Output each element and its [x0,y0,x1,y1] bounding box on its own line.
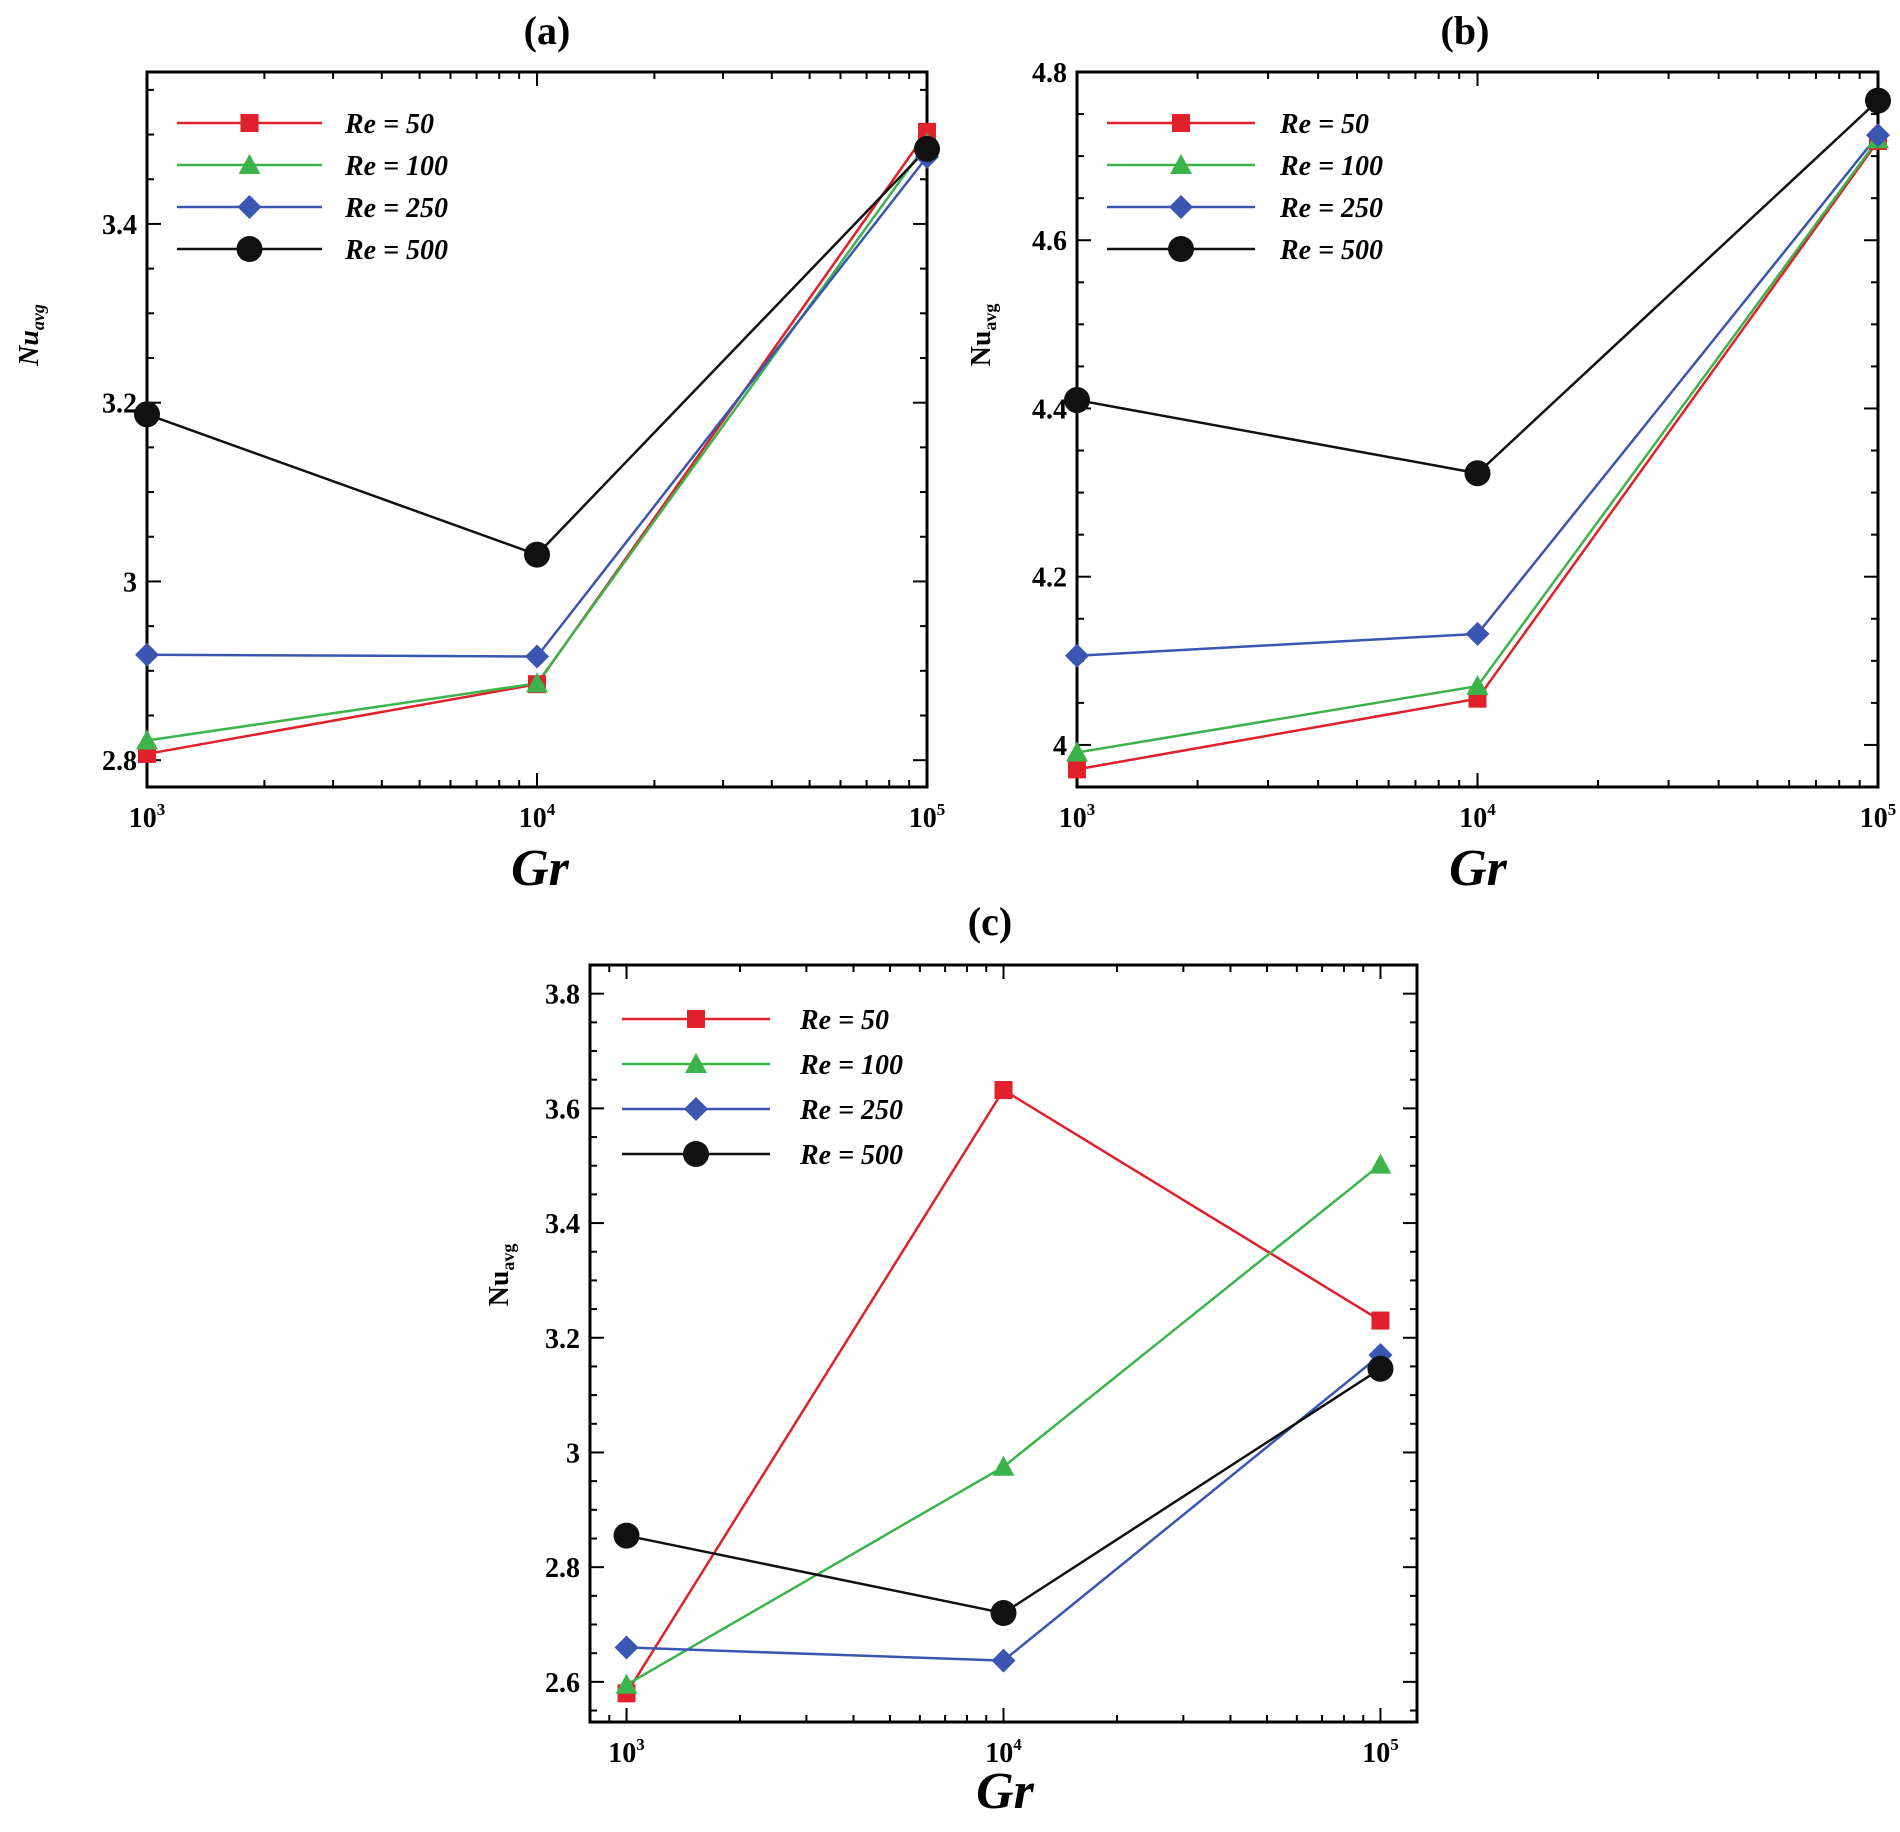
x-tick-label: 105 [909,800,946,834]
data-point-square [1068,760,1086,779]
data-point-triangle [136,729,158,750]
data-point-circle [613,1522,640,1549]
legend-marker-diamond [684,1097,708,1121]
data-point-circle [524,541,550,568]
series-line-circle [626,1367,1382,1615]
legend-label: Re = 100 [799,1050,903,1081]
y-tick-label: 3 [123,567,137,598]
legend-label: Re = 250 [799,1095,903,1126]
data-point-circle [1865,87,1891,114]
y-tick-label: 2.6 [545,1668,580,1699]
data-point-diamond [525,644,549,669]
series-line-circle [146,147,928,557]
data-point-triangle [1466,675,1489,696]
data-point-triangle [1369,1153,1392,1174]
legend-marker-square [1172,114,1190,132]
legend-marker-square [240,114,259,132]
legend-marker-diamond [1169,195,1193,219]
legend-marker-circle [236,236,263,262]
legend-label: Re = 50 [344,109,434,140]
data-point-triangle [992,1455,1015,1476]
y-tick-label: 3.6 [545,1094,580,1125]
panel-c: (c) 2.6 2.8 3 3.2 3.4 3.6 3.8 103 104 105 Gr Nuavg Re… [484,899,1419,1820]
legend-label: Re = 500 [1279,235,1383,266]
legend-label: Re = 500 [344,235,448,266]
y-tick-label: 3.2 [545,1324,580,1355]
data-point-circle [1064,387,1090,414]
legend-marker-circle [683,1141,709,1167]
legend-marker-diamond [237,195,262,219]
panel-b: (b) 4 4.2 4.4 4.6 4.8 103 104 105 Gr Nuavg Re = 50 R… [966,8,1896,897]
y-tick-label: 2.8 [102,746,137,777]
legend-marker-triangle [1170,154,1192,174]
x-axis-label: Gr [976,1763,1035,1820]
x-tick-label: 104 [1459,800,1496,834]
y-tick-label: 3.8 [545,980,580,1011]
data-point-square [1371,1311,1390,1330]
series-line-diamond [146,156,928,658]
data-point-circle [1367,1355,1394,1382]
series-line-circle [1076,99,1879,475]
legend-label: Re = 50 [799,1005,889,1036]
legend-marker-square [687,1010,705,1028]
legend-marker-triangle [238,154,261,174]
y-axis-label: Nuavg [14,304,48,367]
legend-label: Re = 250 [1279,193,1383,224]
y-tick-label: 4.8 [1032,58,1067,89]
data-point-circle [1464,460,1491,487]
y-tick-label: 4.6 [1032,226,1067,257]
data-point-circle [914,135,940,162]
x-tick-label: 105 [1860,800,1897,834]
data-point-circle [990,1600,1017,1627]
y-tick-label: 4.2 [1032,563,1067,594]
data-point-circle [134,401,160,428]
data-point-triangle [526,672,548,693]
y-tick-label: 2.8 [545,1553,580,1584]
y-tick-label: 4 [1053,731,1067,762]
panel-title: (c) [968,899,1012,944]
panel-title: (b) [1441,8,1490,53]
x-tick-label: 104 [985,1735,1022,1769]
x-tick-label: 103 [1059,800,1096,834]
data-point-diamond [1065,643,1089,668]
x-axis-label: Gr [511,840,570,897]
legend-label: Re = 500 [799,1140,903,1171]
legend-label: Re = 50 [1279,109,1369,140]
x-axis-label: Gr [1449,840,1508,897]
y-tick-label: 3.4 [102,210,137,241]
data-point-triangle [615,1673,638,1694]
y-tick-label: 4.4 [1032,394,1067,425]
legend-marker-circle [1168,236,1194,262]
panel-title: (a) [524,8,571,53]
data-point-diamond [1866,123,1890,148]
data-point-diamond [991,1648,1016,1673]
x-tick-label: 105 [1362,1735,1399,1769]
data-point-triangle [1066,741,1088,762]
legend-label: Re = 100 [344,151,448,182]
legend-label: Re = 250 [344,193,448,224]
data-point-diamond [614,1635,639,1660]
y-tick-label: 3 [566,1438,580,1469]
data-point-square [918,122,936,141]
x-tick-label: 103 [608,1735,645,1769]
y-tick-label: 3.4 [545,1209,580,1240]
panel-a: (a) 2.8 3 3.2 3.4 103 104 105 Gr Nuavg Re = 50 Re =… [14,8,945,897]
y-tick-label: 3.2 [102,389,137,420]
y-axis-label: Nuavg [966,304,1000,367]
series-line-triangle [1076,138,1880,754]
legend-label: Re = 100 [1279,151,1383,182]
data-point-diamond [1465,621,1490,646]
legend-marker-triangle [685,1053,707,1073]
data-point-diamond [135,642,159,667]
data-point-square [994,1081,1013,1100]
y-axis-label: Nuavg [484,1244,518,1307]
x-tick-label: 104 [519,800,556,834]
x-tick-label: 103 [129,800,166,834]
